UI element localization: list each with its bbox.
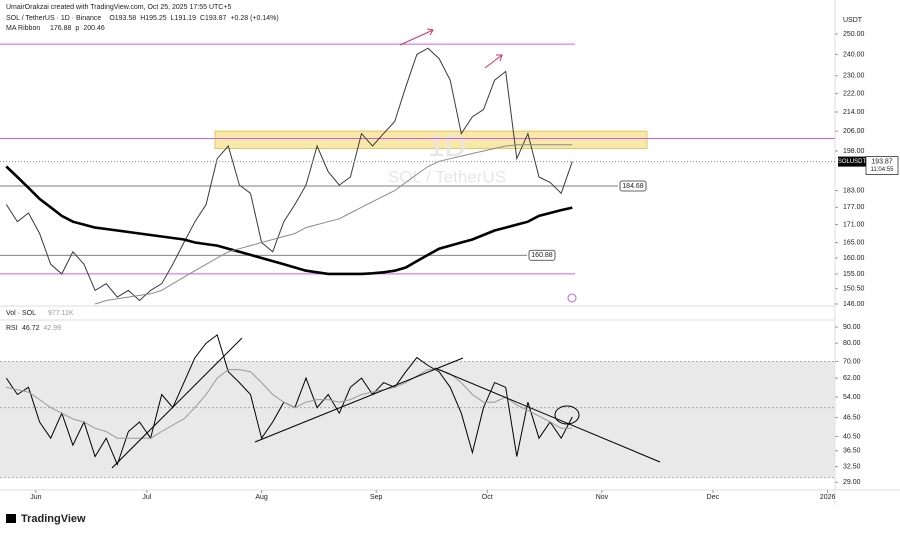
x-tick-label: Aug	[255, 494, 268, 501]
level-label: 184.68	[622, 183, 644, 190]
y-tick-label: 80.00	[843, 340, 861, 347]
y-tick-label: 177.00	[843, 204, 865, 211]
indicator-value: 176.88	[50, 25, 72, 32]
level-label-box	[619, 180, 647, 192]
rsi-title: RSI	[6, 325, 18, 332]
series-line	[5, 47, 573, 302]
y-tick-label: 240.00	[843, 51, 865, 58]
rsi-band	[0, 361, 835, 478]
axis-unit: USDT	[843, 17, 863, 24]
price-box	[865, 156, 899, 175]
x-tick-label: Nov	[596, 494, 609, 501]
rsi-value: 42.99	[44, 325, 62, 332]
series-line	[94, 144, 573, 305]
symbol-title: SOL / TetherUS · 1D · Binance	[6, 15, 101, 22]
x-tick-label: 2026	[820, 494, 836, 501]
y-tick-label: 214.00	[843, 109, 865, 116]
ohlc-value: C193.87	[200, 15, 227, 22]
y-tick-label: 183.00	[843, 187, 865, 194]
annotation-arrows	[399, 28, 503, 69]
level-label: 160.88	[531, 252, 553, 259]
pane: 250.00 240.00 230.00 222.00 214.00 206.00 198.…	[0, 31, 899, 308]
indicator-name: MA Ribbon	[6, 25, 40, 32]
ohlc-value: O193.58	[109, 15, 136, 22]
y-tick-label: 70.00	[843, 358, 861, 365]
x-tick-label: Oct	[482, 494, 493, 501]
y-tick-label: 150.50	[843, 286, 865, 293]
footer	[0, 505, 900, 533]
x-tick-label: Dec	[707, 494, 720, 501]
volume-label: Vol · SOL	[6, 310, 36, 317]
brand-logo: TradingView	[6, 513, 86, 525]
x-tick-label: Sep	[370, 494, 383, 501]
y-tick-label: 206.00	[843, 128, 865, 135]
ohlc-value: L191.19	[171, 15, 196, 22]
rsi-trendlines	[111, 337, 661, 469]
y-tick-label: 250.00	[843, 31, 865, 38]
attribution: UmairOrakzai created with TradingView.co…	[6, 4, 231, 11]
volume-value: 977.11K	[48, 310, 74, 317]
rsi-value: 46.72	[22, 325, 40, 332]
x-tick-label: Jun	[30, 494, 41, 501]
y-tick-label: 90.00	[843, 324, 861, 331]
y-tick-label: 171.00	[843, 221, 865, 228]
y-tick-label: 222.00	[843, 90, 865, 97]
y-tick-label: 146.00	[843, 301, 865, 308]
y-tick-label: 198.00	[843, 148, 865, 155]
ohlc-value: H195.25	[140, 15, 167, 22]
y-tick-label: 46.50	[843, 414, 861, 421]
level-label-box	[528, 249, 556, 261]
x-tick-label: Jul	[142, 494, 151, 501]
y-tick-label: 29.00	[843, 479, 861, 486]
ohlc-value: +0.28 (+0.14%)	[230, 15, 278, 22]
indicator-value: p	[75, 25, 79, 32]
supply-zone	[214, 130, 648, 149]
brand: TradingView	[21, 513, 86, 525]
y-tick-label: 62.00	[843, 375, 861, 382]
series-line	[5, 165, 573, 276]
y-tick-label: 36.50	[843, 448, 861, 455]
symbol-box	[838, 156, 866, 167]
symbol-label: SOLUSDT	[838, 159, 867, 165]
y-tick-label: 165.00	[843, 239, 865, 246]
countdown: 11:04:55	[871, 167, 895, 173]
pane: 90.00 80.00 70.00 62.00 54.00 46.50 40.50 36.50…	[0, 324, 861, 501]
y-tick-label: 40.50	[843, 433, 861, 440]
y-tick-label: 230.00	[843, 73, 865, 80]
watermark: SOL / TetherUS	[388, 167, 506, 186]
last-price-label: 193.87	[871, 158, 893, 165]
series-line	[6, 369, 573, 439]
y-tick-label: 32.50	[843, 463, 861, 470]
indicator-value: 200.46	[83, 25, 105, 32]
event-icon	[567, 293, 577, 303]
y-tick-label: 160.00	[843, 255, 865, 262]
y-tick-label: 54.00	[843, 394, 861, 401]
y-tick-label: 155.00	[843, 271, 865, 278]
watermark: 1D	[428, 130, 466, 163]
